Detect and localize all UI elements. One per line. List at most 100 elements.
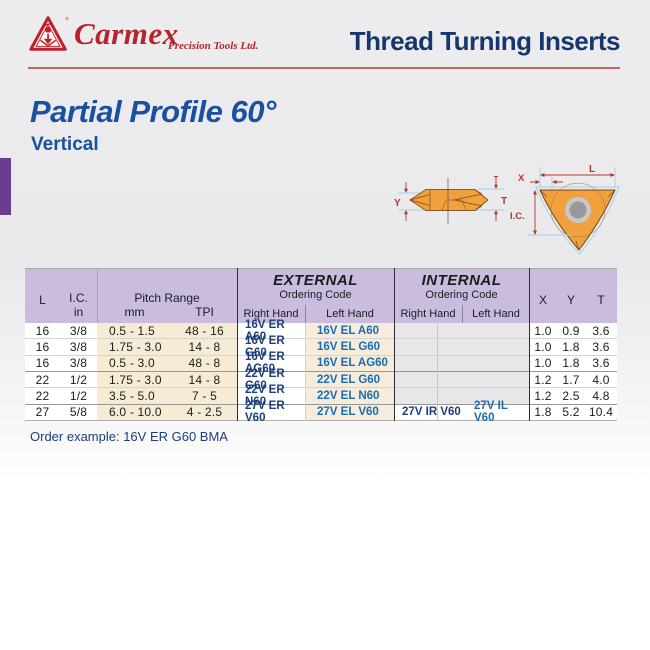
cell-x: 1.2 [534,372,552,387]
cell-y: 1.8 [562,356,580,371]
header-pitch-range-label: Pitch Range [134,291,200,305]
cell-t: 10.4 [588,405,614,420]
logo-vee [39,39,57,47]
cell-internal-left-hand-code [462,323,529,339]
cell-l: 22 [35,388,50,403]
divider-internal-hands-body [437,323,438,421]
col-header-pitch-range: Pitch Range mm TPI [97,269,237,323]
cell-pitch-tpi: 4 - 2.5 [172,404,237,420]
header-underline [28,67,620,69]
x-arrowhead-right [552,180,557,184]
cell-t: 3.6 [592,339,610,354]
cell-ic: 1/2 [69,372,88,387]
logo-ball [44,26,52,33]
cell-y: 1.8 [562,339,580,354]
section-subtitle: Vertical [31,134,99,155]
cell-x: 1.8 [534,405,552,420]
cell-ic: 5/8 [69,405,88,420]
col-header-x: X [529,269,557,323]
cell-external-left-hand-code: 22V EL G60 [305,371,394,388]
cell-pitch-mm: 0.5 - 1.5 [97,323,172,339]
col-header-internal: INTERNAL Ordering Code Right Hand Left H… [394,269,529,323]
cell-x: 1.0 [534,323,552,338]
internal-hands-row: Right Hand Left Hand [394,305,529,323]
ic-dimension-label: I.C. [510,211,525,222]
cell-t: 3.6 [592,323,610,338]
cell-external-left-hand-code: 16V EL AG60 [305,355,394,371]
cell-internal-right-hand-code [394,323,462,339]
header-l-label: L [39,293,46,307]
cell-l: 16 [35,323,50,338]
table-row: 22 1/2 3.5 - 5.0 7 - 5 22V ER N60 22V EL… [25,384,617,408]
section-title: Partial Profile 60° [30,94,276,129]
header-t-label: T [597,293,605,307]
header-y-label: Y [566,293,575,307]
cell-x: 1.2 [534,388,552,403]
logo-swoosh [43,23,54,28]
header-x-label: X [538,293,547,307]
cell-internal-right-hand-code [394,388,462,404]
cell-pitch-mm: 1.75 - 3.0 [97,371,172,388]
cell-pitch-mm: 0.5 - 3.0 [97,355,172,371]
order-example-note: Order example: 16V ER G60 BMA [30,429,228,444]
col-header-external: EXTERNAL Ordering Code Right Hand Left H… [237,269,394,323]
header-internal-ordering-code: Ordering Code [425,289,498,301]
table-row: 22 1/2 1.75 - 3.0 14 - 8 22V ER G60 22V … [25,368,617,392]
cell-internal-right-hand-code [394,371,462,388]
divider-internal-xyt [529,268,530,421]
table-header: L I.C. in Pitch Range mm TPI EXTERNAL Or… [25,268,617,323]
cell-pitch-tpi: 7 - 5 [172,388,237,404]
cell-internal-right-hand-code: 27V IR V60 [402,406,461,419]
mounting-hole [569,201,587,219]
l-extension-lines [539,167,616,187]
cell-pitch-tpi: 48 - 16 [172,323,237,339]
logo-outer-triangle [29,16,67,51]
cell-y: 1.7 [562,372,580,387]
l-dimension-label: L [589,164,595,175]
header-tpi-label: TPI [195,305,214,319]
table-row: 16 3/8 1.75 - 3.0 14 - 8 16V ER G60 16V … [25,335,617,359]
cell-t: 4.0 [592,372,610,387]
cell-internal-left-hand-code [462,339,529,355]
cell-x: 1.0 [534,339,552,354]
t-arrowhead-bottom [494,210,498,215]
carmex-logo-icon: ® [28,14,70,54]
logo-arrow-head [43,38,53,45]
divider-pitch-external [237,268,238,421]
cell-pitch-tpi: 14 - 8 [172,371,237,388]
cell-external-left-hand-code: 16V EL G60 [305,339,394,355]
cell-pitch-mm: 1.75 - 3.0 [97,339,172,355]
carmex-triangle-icon: ® [29,16,69,51]
insert-spec-table: L I.C. in Pitch Range mm TPI EXTERNAL Or… [25,268,617,424]
cell-ic: 1/2 [69,388,88,403]
cell-internal-right-hand-code [394,355,462,371]
ic-arrowhead-bottom [533,230,537,235]
external-hands-row: Right Hand Left Hand [237,305,394,323]
cell-y: 5.2 [562,405,580,420]
cell-l: 16 [35,339,50,354]
header-ic-unit: in [73,305,84,319]
center-facet [441,199,467,211]
page-title: Thread Turning Inserts [349,26,621,56]
facet-circle [550,182,606,238]
pitch-subheaders: mm TPI [97,305,237,319]
cell-external-left-hand-code: 16V EL A60 [305,323,394,339]
insert-halo-outline [535,186,620,255]
cell-external-left-hand-code: 22V EL N60 [305,388,394,404]
col-header-l: L [25,269,60,323]
cell-internal-left-hand-code [462,388,529,404]
cell-pitch-tpi: 14 - 8 [172,339,237,355]
table-row: 16 3/8 0.5 - 3.0 48 - 8 16V ER AG60 16V … [25,351,617,375]
corner-facets [539,189,616,251]
cell-y: 0.9 [562,323,580,338]
y-dimension-label: Y [394,198,401,209]
left-tip-facets [409,190,431,210]
header-ic-label: I.C. [69,291,88,305]
table-row: 27 5/8 6.0 - 10.0 4 - 2.5 27V ER V60 27V… [25,400,617,424]
x-arrowhead-left [535,180,540,184]
brand-name: Carmex [74,16,179,51]
cell-ic: 3/8 [69,323,88,338]
col-header-y: Y [557,269,585,323]
divider-external-internal [394,268,395,421]
